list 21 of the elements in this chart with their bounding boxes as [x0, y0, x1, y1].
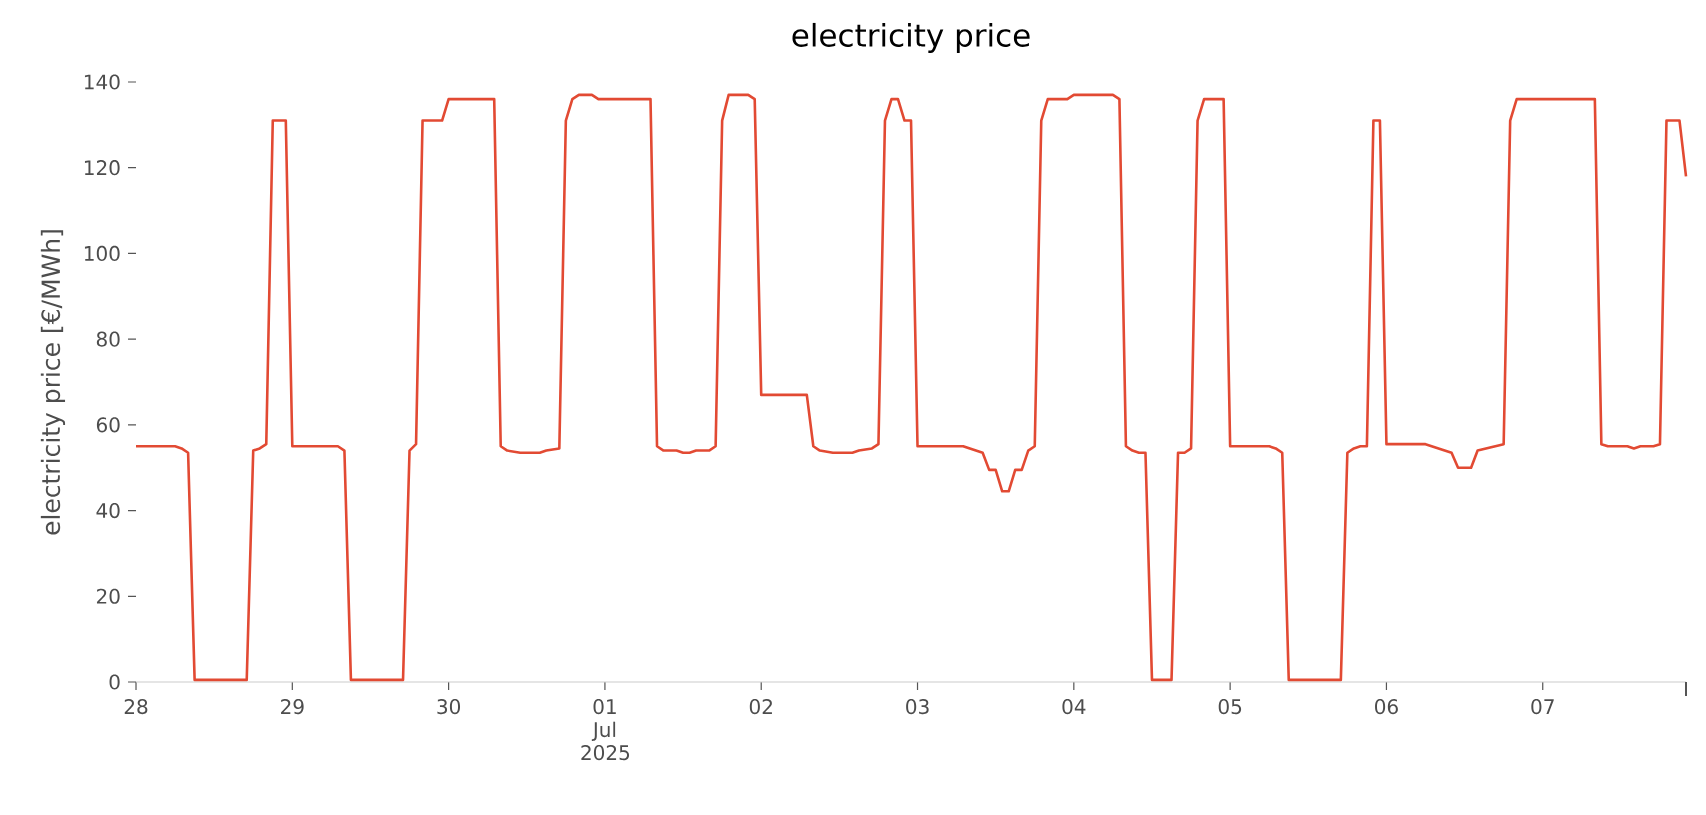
y-tick-label: 0 [109, 674, 120, 690]
y-axis-title: electricity price [€/MWh] [40, 230, 66, 535]
x-tick-label: 01 Jul 2025 [581, 699, 630, 761]
y-tick-label: 40 [96, 502, 120, 519]
x-tick-label: 30 [437, 699, 461, 715]
y-tick-label: 80 [96, 331, 120, 347]
x-tick-label: 29 [281, 699, 304, 715]
y-tick-label: 60 [96, 417, 120, 433]
x-tick-label: 02 [749, 699, 772, 715]
chart-title: electricity price [792, 22, 1030, 53]
x-tick-label: 03 [906, 699, 929, 715]
line-series [134, 93, 1688, 682]
x-tick-label: 04 [1062, 699, 1086, 715]
y-tick-label: 100 [84, 245, 120, 261]
y-tick-label: 20 [96, 588, 120, 604]
y-tick-label: 120 [84, 160, 120, 176]
x-tick-label: 28 [124, 699, 148, 715]
x-tick-label: 07 [1531, 699, 1554, 715]
y-tick-label: 140 [84, 74, 120, 90]
x-tick-label: 06 [1375, 699, 1398, 715]
x-tick-label: 05 [1218, 699, 1242, 715]
